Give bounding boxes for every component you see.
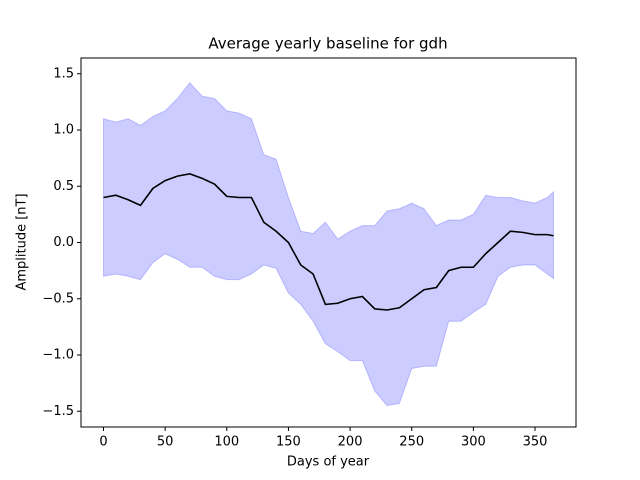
x-tick-label: 100 (214, 435, 239, 450)
x-tick-label: 250 (399, 435, 424, 450)
x-tick-label: 150 (276, 435, 301, 450)
x-axis-label: Days of year (287, 455, 370, 470)
y-tick-label: −1.0 (42, 348, 74, 363)
x-tick-label: 200 (338, 435, 363, 450)
x-tick-label: 50 (157, 435, 174, 450)
y-tick-label: 0.0 (53, 235, 74, 250)
x-tick-label: 0 (99, 435, 107, 450)
chart-title: Average yearly baseline for gdh (208, 35, 447, 53)
y-tick-label: −1.5 (42, 404, 74, 419)
band-area (103, 81, 554, 407)
y-tick-label: 0.5 (53, 179, 74, 194)
mean-line (103, 173, 554, 311)
y-axis-label: Amplitude [nT] (15, 193, 30, 290)
y-tick-label: 1.0 (53, 123, 74, 138)
y-tick-label: 1.5 (53, 66, 74, 81)
x-tick-label: 300 (461, 435, 486, 450)
y-tick-label: −0.5 (42, 291, 74, 306)
x-tick-label: 350 (523, 435, 548, 450)
